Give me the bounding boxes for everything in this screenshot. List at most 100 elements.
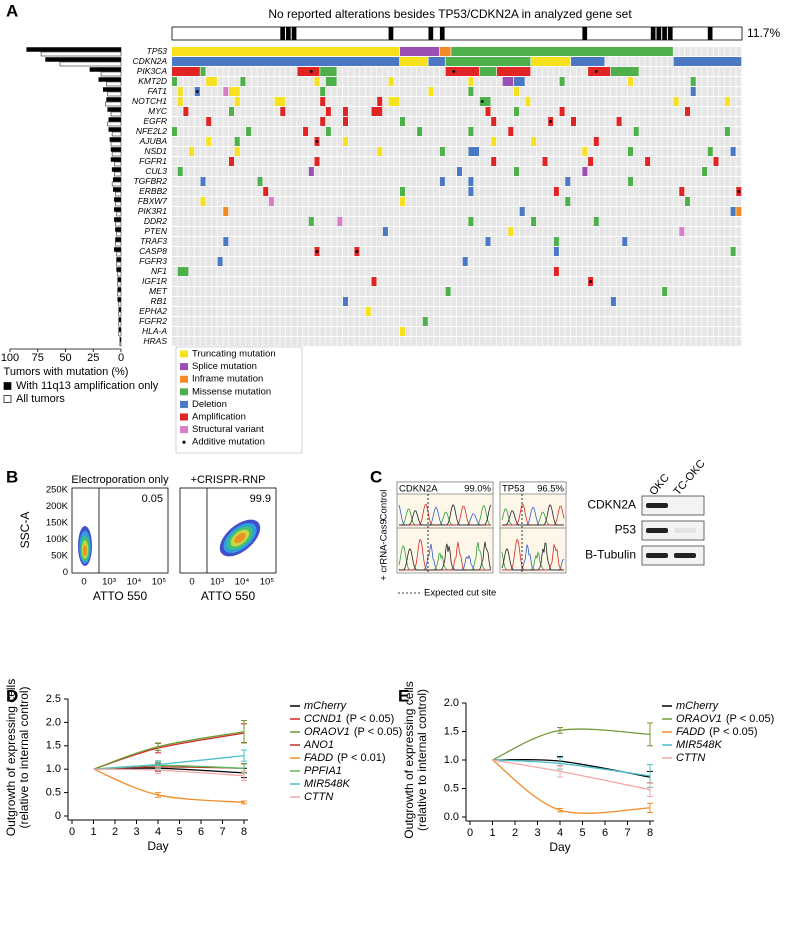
- mutation-bar: [110, 157, 122, 162]
- gene-label: CDKN2A: [133, 56, 168, 66]
- legend-label: CTTN: [304, 791, 333, 803]
- error-bar: [647, 802, 653, 813]
- x-tick-label: 10⁴: [235, 577, 250, 588]
- alteration-cell: [730, 247, 736, 256]
- y-axis-title: (relative to internal control): [415, 689, 429, 831]
- mutation-bar: [112, 187, 122, 192]
- alteration-cell: [514, 77, 525, 86]
- alteration-cell: [234, 137, 240, 146]
- alteration-cell: [468, 77, 474, 86]
- legend-swatch: [180, 388, 188, 396]
- gene-label: FAT1: [147, 86, 167, 96]
- series-line: [492, 728, 651, 761]
- alteration-cell: [588, 157, 594, 166]
- alteration-cell: [172, 127, 177, 136]
- alteration-cell: [263, 187, 269, 196]
- no-alteration-sample: [291, 27, 297, 40]
- legend-label: mCherry: [304, 700, 348, 712]
- error-bar: [155, 792, 161, 798]
- legend-label: ORAOV1 (P < 0.05): [304, 726, 402, 738]
- mutation-bar: [106, 97, 122, 102]
- x-axis-title: Day: [549, 840, 570, 854]
- legend-gene: mCherry: [676, 700, 720, 712]
- alteration-cell: [200, 67, 206, 76]
- x-tick-label: 100: [1, 352, 19, 364]
- mutation-bar: [110, 147, 122, 152]
- legend-label: MIR548K: [304, 778, 351, 790]
- alteration-cell: [320, 97, 326, 106]
- x-tick-label: 7: [624, 827, 630, 839]
- mutation-bar: [114, 171, 122, 177]
- x-tick-label: 2: [512, 827, 518, 839]
- mutation-bar: [111, 181, 122, 187]
- alteration-cell: [508, 227, 514, 236]
- legend-swatch: [3, 395, 12, 403]
- alteration-cell: [177, 267, 189, 276]
- mutation-bar: [114, 197, 122, 202]
- alteration-cell: [485, 237, 491, 246]
- mutation-bar: [119, 341, 122, 347]
- mutation-bar: [107, 91, 122, 97]
- gene-label: HRAS: [143, 336, 167, 346]
- alteration-cell: [542, 157, 548, 166]
- gene-label: EGFR: [143, 116, 167, 126]
- error-bar: [647, 722, 653, 747]
- mutation-bar: [26, 47, 122, 52]
- legend-swatch: [180, 363, 188, 371]
- density-level: [234, 532, 246, 544]
- alteration-cell: [382, 227, 388, 236]
- alteration-cell: [223, 237, 229, 246]
- alteration-cell: [439, 47, 451, 56]
- x-tick-label: 0: [118, 352, 124, 364]
- mutation-bar: [115, 201, 122, 207]
- legend-gene: mCherry: [304, 700, 348, 712]
- trace-pct: 96.5%: [537, 484, 564, 495]
- alteration-cell: [593, 217, 599, 226]
- alteration-cell: [172, 47, 400, 56]
- trace-gene: TP53: [502, 484, 525, 495]
- legend-note: (P < 0.05): [726, 713, 774, 725]
- mutation-bar: [115, 241, 122, 247]
- alteration-cell: [519, 207, 525, 216]
- alteration-cell: [724, 127, 730, 136]
- alteration-cell: [730, 207, 736, 216]
- additive-mutation: [355, 250, 359, 253]
- x-tick-label: 6: [602, 827, 608, 839]
- chromatogram-trace: [502, 504, 564, 526]
- alteration-cell: [525, 97, 531, 106]
- alteration-cell: [280, 107, 286, 116]
- mutation-bar: [117, 297, 122, 302]
- alteration-cell: [400, 117, 405, 126]
- mutation-bar: [117, 291, 122, 297]
- trace-gene: CDKN2A: [399, 484, 438, 495]
- oncoprint-grid: [172, 47, 742, 347]
- alteration-cell: [571, 117, 576, 126]
- y-tick-label: 200K: [46, 501, 69, 512]
- alteration-cell: [268, 197, 274, 206]
- legend-note: (P < 0.05): [346, 713, 394, 725]
- mutation-bar: [107, 107, 122, 112]
- oncoprint-title: No reported alterations besides TP53/CDK…: [268, 7, 632, 21]
- protein-label: P53: [615, 523, 637, 537]
- error-bar: [155, 766, 161, 774]
- legend-label: Truncating mutation: [192, 349, 276, 360]
- alteration-cell: [325, 77, 337, 86]
- no-alteration-sample: [662, 27, 667, 40]
- y-tick-label: 0: [55, 810, 61, 822]
- gene-label: HLA-A: [142, 326, 167, 336]
- alteration-cell: [588, 67, 611, 76]
- gene-label: MET: [149, 286, 168, 296]
- gene-label: IGF1R: [142, 276, 167, 286]
- alteration-cell: [565, 197, 571, 206]
- alteration-cell: [645, 157, 651, 166]
- gene-label: TGFBR2: [133, 176, 167, 186]
- alteration-cell: [400, 187, 405, 196]
- y-tick-label: 1.5: [46, 740, 61, 752]
- legend-swatch: [182, 440, 186, 444]
- gene-label: NSD1: [144, 146, 167, 156]
- legend-gene: FADD: [304, 752, 333, 764]
- alteration-cell: [736, 207, 742, 216]
- alteration-cell: [183, 107, 189, 116]
- alteration-cell: [673, 57, 742, 66]
- additive-mutation: [315, 250, 319, 253]
